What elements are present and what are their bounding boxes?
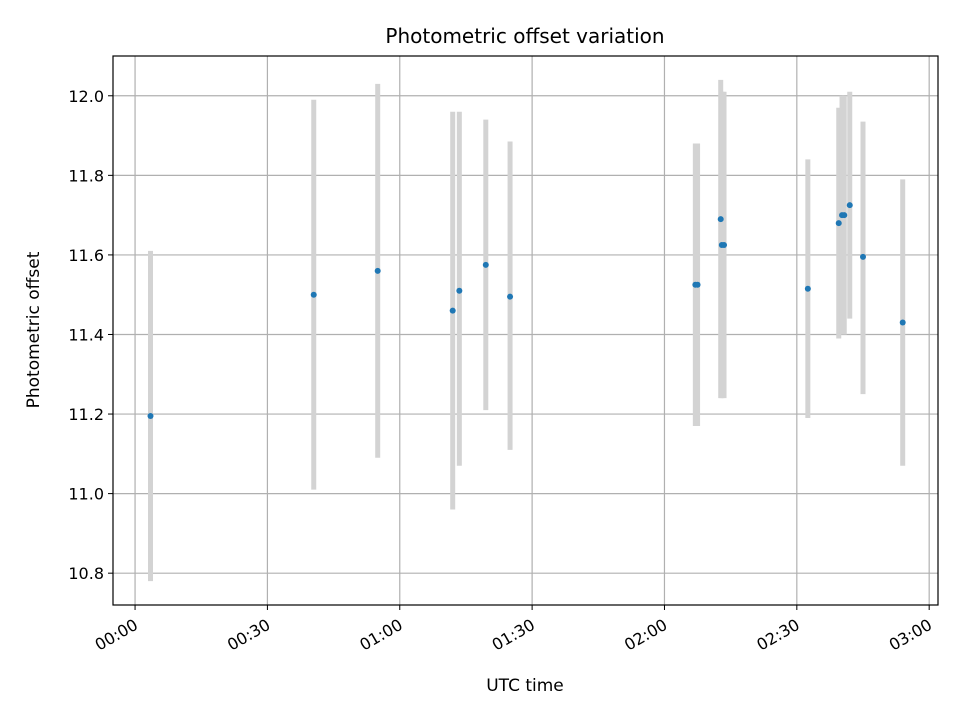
data-point — [841, 212, 848, 219]
x-tick-label: 02:00 — [621, 615, 670, 655]
data-point — [721, 241, 728, 248]
x-tick-label: 02:30 — [753, 615, 802, 655]
x-tick-label: 00:00 — [92, 615, 141, 655]
data-point — [147, 413, 154, 420]
x-axis-label: UTC time — [486, 676, 564, 696]
y-tick-label: 11.4 — [68, 325, 104, 344]
plot-frame — [112, 55, 939, 606]
data-point — [482, 261, 489, 268]
y-axis-ticks: 10.8 11.0 11.2 11.4 11.6 11.8 12.0 — [68, 87, 113, 583]
y-tick-label: 10.8 — [68, 564, 104, 583]
data-point — [449, 307, 456, 314]
chart-title: Photometric offset variation — [385, 24, 664, 48]
x-tick-label: 01:00 — [356, 615, 405, 655]
data-point — [310, 291, 317, 298]
data-point — [835, 220, 842, 227]
y-axis-label: Photometric offset — [24, 251, 44, 408]
data-point — [860, 253, 866, 260]
y-tick-label: 11.2 — [68, 405, 104, 424]
x-tick-label: 03:00 — [886, 615, 935, 655]
data-point — [507, 293, 514, 300]
data-point — [694, 281, 701, 288]
x-axis-ticks: 00:00 00:30 01:00 01:30 02:00 02:30 03:00 — [92, 605, 935, 655]
data-point — [374, 267, 381, 274]
x-tick-label: 00:30 — [224, 615, 273, 655]
data-point — [846, 202, 853, 209]
y-tick-label: 12.0 — [68, 87, 104, 106]
y-tick-label: 11.8 — [68, 166, 104, 185]
x-tick-label: 01:30 — [489, 615, 538, 655]
data-point — [717, 216, 724, 223]
grid — [113, 56, 938, 605]
y-tick-label: 11.6 — [68, 246, 104, 265]
y-tick-label: 11.0 — [68, 485, 104, 504]
data-point — [804, 285, 811, 292]
data-point — [456, 287, 463, 294]
errorbars — [148, 79, 906, 582]
data-points — [147, 202, 906, 420]
data-point — [899, 319, 906, 326]
